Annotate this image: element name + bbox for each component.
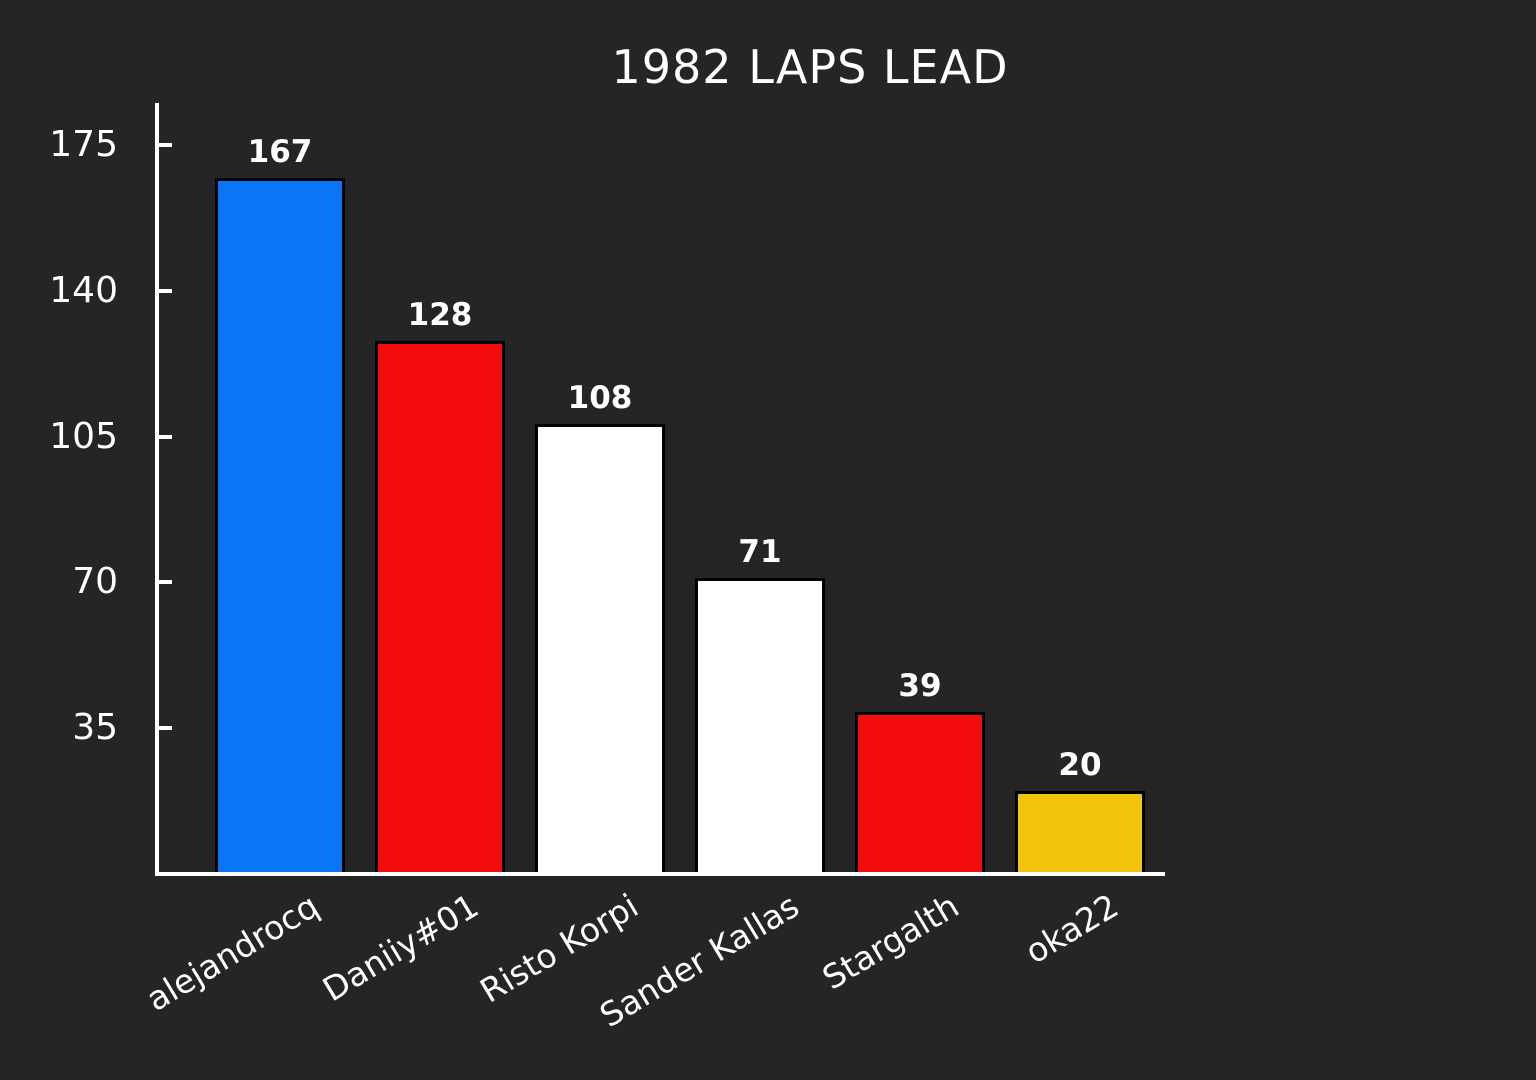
y-tick-label: 70	[72, 561, 118, 603]
y-tick-mark	[159, 726, 172, 731]
y-tick-label: 175	[49, 123, 118, 165]
bar-value-label: 71	[738, 534, 782, 571]
y-axis-line	[155, 103, 159, 876]
x-tick-label: Daniiy#01	[315, 886, 486, 1010]
bar	[215, 178, 345, 874]
chart-title: 1982 LAPS LEAD	[611, 40, 1009, 94]
bar-value-label: 20	[1058, 746, 1102, 783]
x-tick-label: oka22	[1018, 886, 1126, 972]
bar-value-label: 39	[898, 667, 942, 704]
bar	[535, 424, 665, 874]
bar	[375, 340, 505, 874]
y-tick-label: 105	[49, 415, 118, 457]
y-tick-mark	[159, 288, 172, 293]
y-tick-label: 35	[72, 707, 118, 749]
y-tick-mark	[159, 434, 172, 439]
bar	[1015, 790, 1145, 874]
y-tick-mark	[159, 580, 172, 585]
y-tick-mark	[159, 142, 172, 147]
bar-value-label: 108	[567, 380, 633, 417]
x-tick-label: alejandrocq	[139, 886, 326, 1019]
bar-value-label: 128	[407, 296, 473, 333]
x-axis-line	[155, 872, 1165, 876]
bar	[855, 711, 985, 874]
bar-value-label: 167	[247, 134, 313, 171]
bar	[695, 578, 825, 874]
x-tick-label: Stargalth	[815, 886, 966, 998]
y-tick-label: 140	[49, 269, 118, 311]
